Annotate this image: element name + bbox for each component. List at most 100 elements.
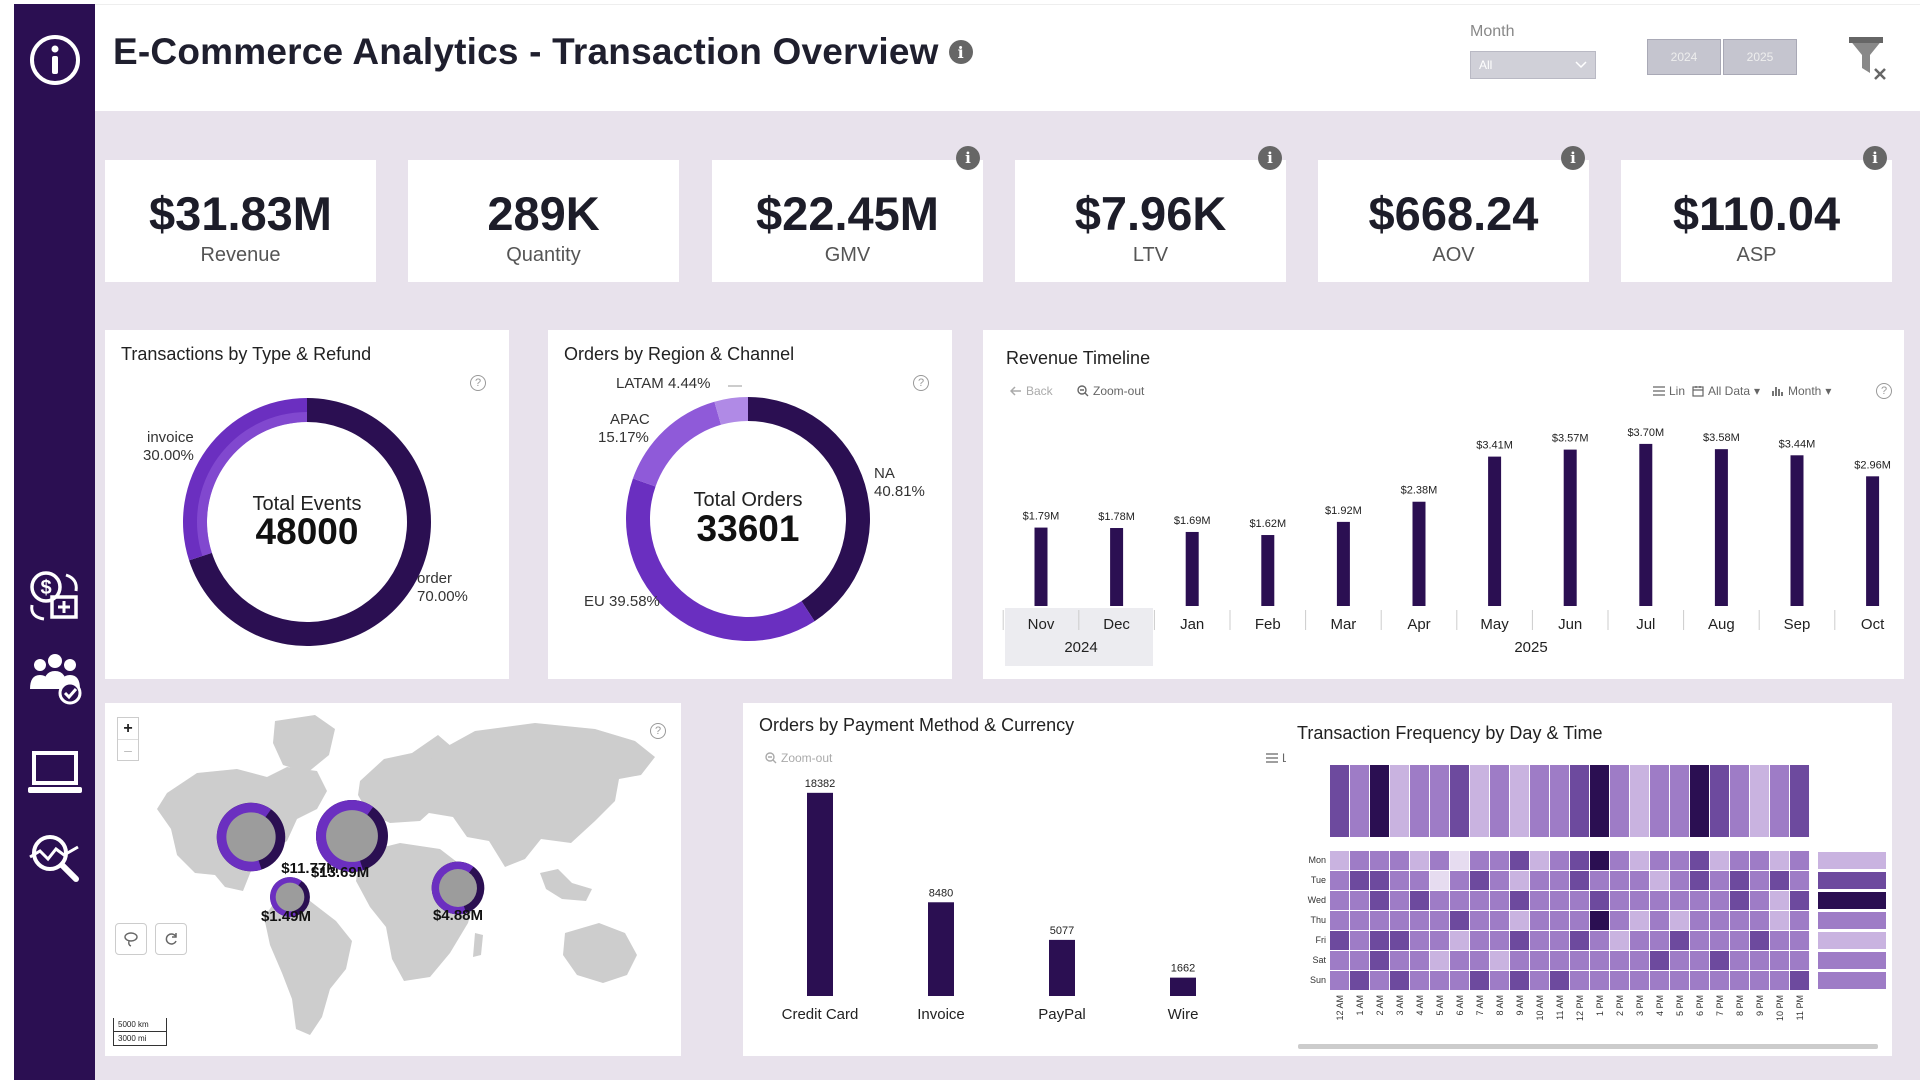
heatmap-cell xyxy=(1650,851,1669,870)
payment-card: Orders by Payment Method & Currency Zoom… xyxy=(743,703,1349,1056)
heatmap-cell xyxy=(1430,951,1449,970)
column-label: 4 PM xyxy=(1655,995,1665,1016)
column-total-cell xyxy=(1710,765,1729,837)
info-icon[interactable]: i xyxy=(1258,146,1282,170)
payment-bar xyxy=(1049,939,1075,996)
row-label: Fri xyxy=(1316,935,1327,945)
timeline-bar xyxy=(1110,528,1124,606)
x-tick-label: Oct xyxy=(1861,616,1885,633)
zoom-out-button[interactable]: – xyxy=(124,742,132,758)
row-total-cell xyxy=(1818,972,1886,989)
info-icon[interactable]: i xyxy=(1863,146,1887,170)
heatmap-cell xyxy=(1590,911,1609,930)
timeline-bar xyxy=(1714,449,1728,606)
help-icon[interactable]: ? xyxy=(470,375,486,391)
help-icon[interactable]: ? xyxy=(913,375,929,391)
zoom-out-button[interactable]: Zoom-out xyxy=(1077,384,1144,398)
list-icon xyxy=(1266,753,1278,763)
year-button-2025[interactable]: 2025 xyxy=(1723,39,1797,75)
lasso-select-button[interactable] xyxy=(115,923,147,955)
x-tick-label: Wire xyxy=(1168,1006,1199,1023)
help-icon[interactable]: ? xyxy=(650,723,666,739)
info-icon[interactable]: i xyxy=(956,146,980,170)
heatmap-cell xyxy=(1770,971,1789,990)
heatmap-cell xyxy=(1530,931,1549,950)
device-nav-button[interactable] xyxy=(14,742,95,806)
scale-mi: 3000 mi xyxy=(113,1032,167,1046)
kpi-value: $110.04 xyxy=(1672,187,1841,240)
column-label: 11 AM xyxy=(1555,995,1565,1020)
caret-down-icon: ▾ xyxy=(1754,384,1761,398)
heatmap-cell xyxy=(1430,931,1449,950)
scale-toggle[interactable]: Lin xyxy=(1653,384,1685,398)
heatmap-cell xyxy=(1750,971,1769,990)
help-icon[interactable]: ? xyxy=(1876,383,1892,399)
column-label: 8 PM xyxy=(1735,995,1745,1016)
heatmap-cell xyxy=(1410,971,1429,990)
bar-value-label: $1.69M xyxy=(1174,515,1211,527)
australia-land xyxy=(563,923,637,983)
column-total-cell xyxy=(1530,765,1549,837)
info-nav-button[interactable] xyxy=(14,28,95,92)
bubbles-layer: $11.77M$13.69M $1.49M $4.88M xyxy=(216,800,485,925)
column-total-cell xyxy=(1610,765,1629,837)
timeline-bar xyxy=(1639,443,1653,606)
payment-bar xyxy=(928,902,954,996)
southeast-asia-land xyxy=(540,869,592,901)
bar-value-label: $3.41M xyxy=(1476,440,1513,452)
zoom-out-button[interactable]: Zoom-out xyxy=(765,751,832,765)
x-tick-label: PayPal xyxy=(1038,1006,1086,1023)
asia-land xyxy=(413,723,655,867)
transactions-nav-button[interactable]: $ xyxy=(14,564,95,628)
row-total-cell xyxy=(1818,872,1886,889)
zoom-in-button[interactable]: + xyxy=(118,718,138,740)
kpi-card-asp: $110.04 ASP xyxy=(1621,160,1892,282)
heatmap-cell xyxy=(1710,931,1729,950)
header: E-Commerce Analytics - Transaction Overv… xyxy=(95,4,1920,111)
heatmap-cell xyxy=(1490,871,1509,890)
column-label: 4 AM xyxy=(1415,995,1425,1016)
reset-view-button[interactable] xyxy=(155,923,187,955)
column-label: 7 PM xyxy=(1715,995,1725,1016)
column-total-cell xyxy=(1510,765,1529,837)
heatmap-cell xyxy=(1690,891,1709,910)
heatmap-cell xyxy=(1670,971,1689,990)
heatmap-cell xyxy=(1390,871,1409,890)
clear-filter-icon[interactable] xyxy=(1847,35,1889,81)
heatmap-cell xyxy=(1670,871,1689,890)
zoom-out-label: Zoom-out xyxy=(1093,384,1145,398)
heatmap-cell xyxy=(1610,851,1629,870)
x-tick-label: Dec xyxy=(1103,616,1130,633)
orders-donut-card: Orders by Region & Channel ? Total Order… xyxy=(548,330,952,679)
customers-nav-button[interactable] xyxy=(14,646,95,710)
row-total-cell xyxy=(1818,932,1886,949)
greenland-land xyxy=(273,715,335,773)
heatmap-cell xyxy=(1410,911,1429,930)
data-range-select[interactable]: All Data ▾ xyxy=(1692,384,1760,398)
back-button[interactable]: Back xyxy=(1010,384,1053,398)
heatmap-cell xyxy=(1510,971,1529,990)
bubble-segment xyxy=(316,800,374,872)
heatmap-cell xyxy=(1350,871,1369,890)
data-range-label: All Data xyxy=(1708,384,1751,398)
heatmap-cell xyxy=(1650,871,1669,890)
heatmap-cell xyxy=(1710,911,1729,930)
kpi-label: LTV xyxy=(1132,244,1169,266)
year-button-2024[interactable]: 2024 xyxy=(1647,39,1721,75)
bar-value-label: $1.92M xyxy=(1325,505,1362,517)
info-icon[interactable]: i xyxy=(948,40,973,64)
heatmap-cell xyxy=(1710,971,1729,990)
analysis-nav-button[interactable] xyxy=(14,826,95,890)
bar-value-label: $1.78M xyxy=(1098,511,1135,523)
bar-value-label: 8480 xyxy=(929,887,953,899)
heatmap-cell xyxy=(1770,871,1789,890)
month-select[interactable]: All xyxy=(1470,51,1596,79)
bubble-inner xyxy=(226,812,276,862)
info-icon[interactable]: i xyxy=(1561,146,1585,170)
heatmap-cell xyxy=(1410,891,1429,910)
column-total-cell xyxy=(1690,765,1709,837)
period-select[interactable]: Month ▾ xyxy=(1772,384,1831,398)
payment-bar xyxy=(807,792,833,996)
bubble-label: $13.69M xyxy=(311,864,369,881)
timeline-bar xyxy=(1336,521,1350,606)
